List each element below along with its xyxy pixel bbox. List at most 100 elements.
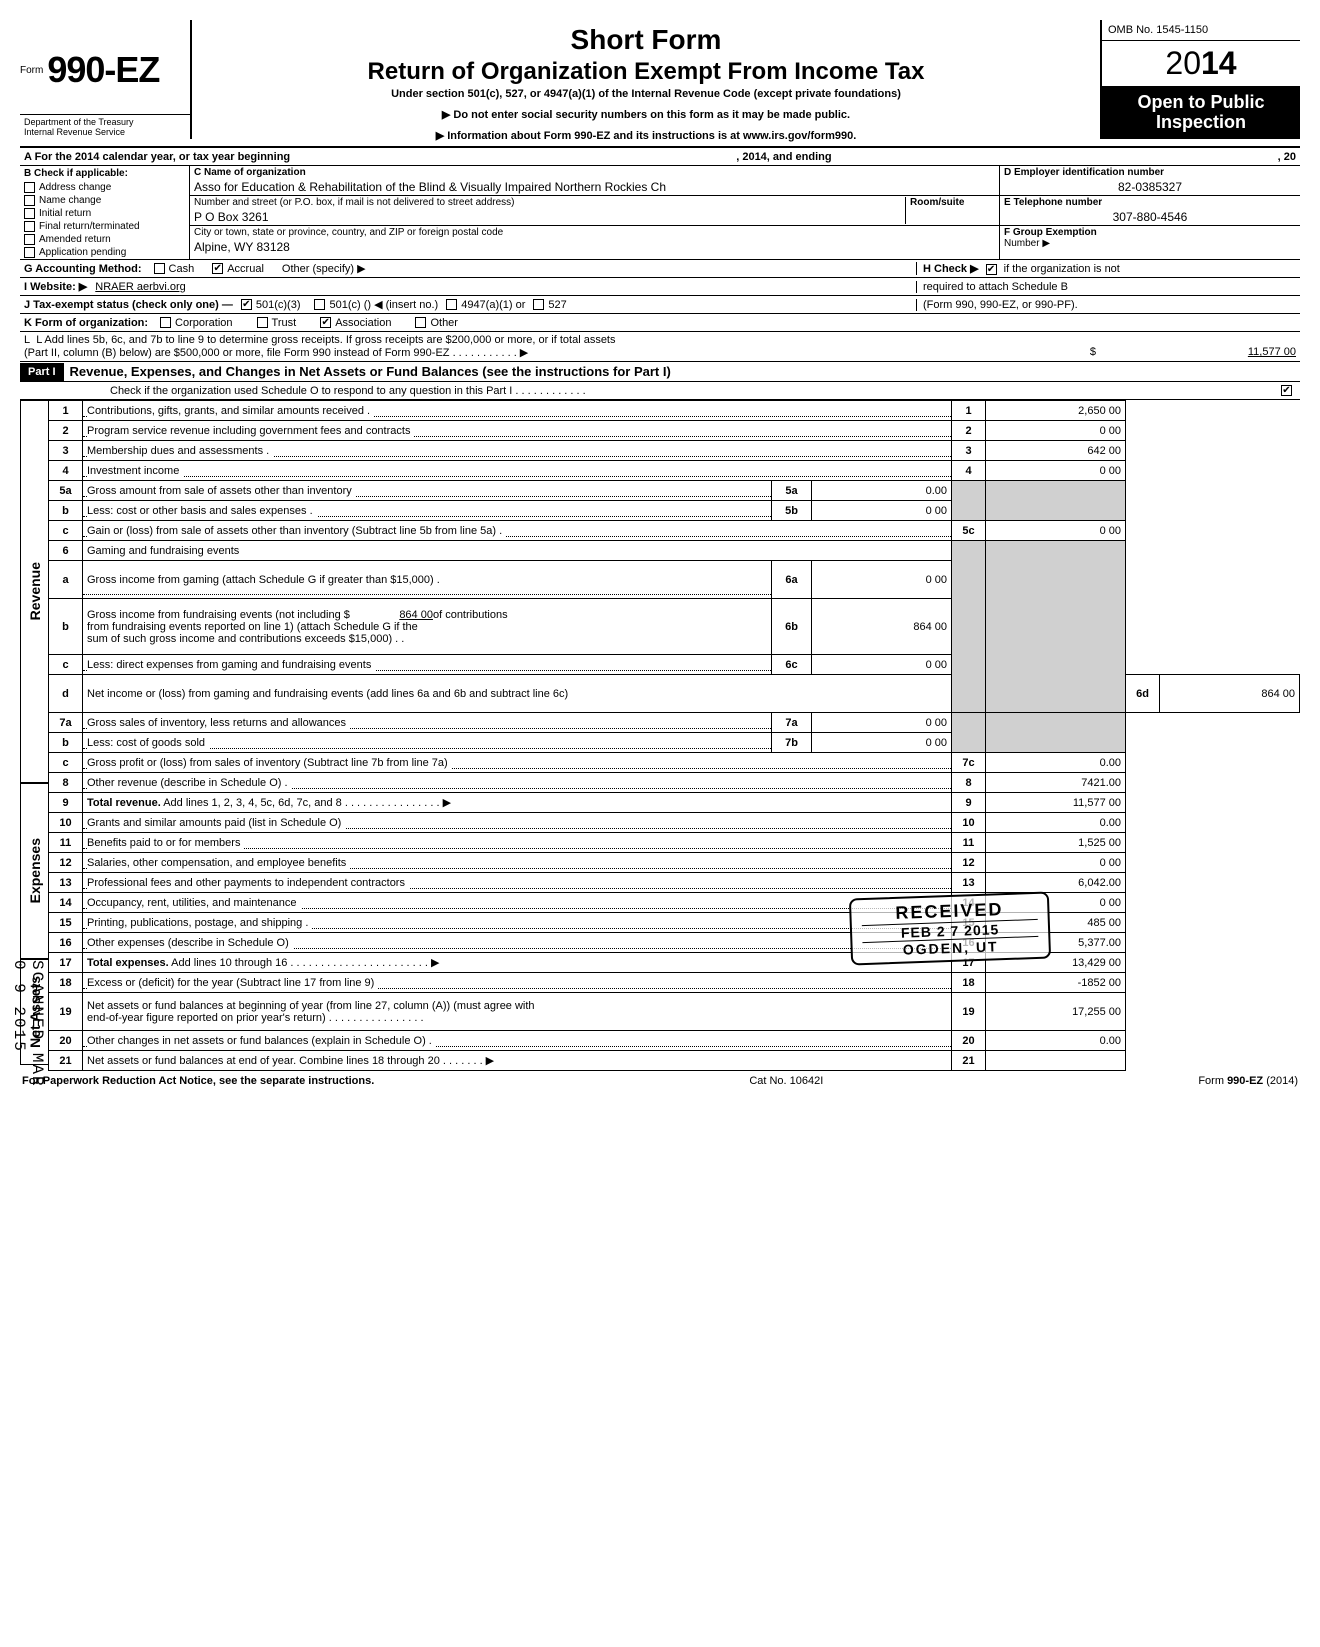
- H-label: H Check ▶: [923, 263, 979, 275]
- j-501c: 501(c) (: [329, 299, 367, 311]
- L-line2: (Part II, column (B) below) are $500,000…: [24, 346, 528, 359]
- line-13: 13Professional fees and other payments t…: [49, 873, 1300, 893]
- k-corp: Corporation: [175, 317, 232, 329]
- org-addr: P O Box 3261: [194, 208, 905, 224]
- L-line1: L Add lines 5b, 6c, and 7b to line 9 to …: [36, 334, 615, 346]
- footer-left: For Paperwork Reduction Act Notice, see …: [22, 1075, 374, 1087]
- year-bold: 14: [1201, 45, 1237, 81]
- col-DEF: D Employer identification number82-03853…: [1000, 166, 1300, 259]
- chk-501c[interactable]: [314, 299, 325, 310]
- line-1: 1Contributions, gifts, grants, and simil…: [49, 401, 1300, 421]
- dept-treasury: Department of the Treasury Internal Reve…: [20, 115, 190, 139]
- line-18: 18Excess or (deficit) for the year (Subt…: [49, 973, 1300, 993]
- col-C: C Name of organizationAsso for Education…: [190, 166, 1000, 259]
- lines-table: 1Contributions, gifts, grants, and simil…: [48, 400, 1300, 1071]
- footer-mid: Cat No. 10642I: [749, 1075, 823, 1087]
- part1-label: Part I: [20, 363, 64, 381]
- rowA-end: , 20: [1278, 151, 1296, 163]
- chk-schedO[interactable]: ✔: [1281, 385, 1292, 396]
- rowA-mid: , 2014, and ending: [736, 151, 831, 163]
- short-form: Short Form: [198, 24, 1094, 56]
- chk-final[interactable]: Final return/terminated: [20, 220, 189, 233]
- dept2: Internal Revenue Service: [24, 127, 186, 137]
- org-city: Alpine, WY 83128: [194, 238, 995, 254]
- line-16: 16Other expenses (describe in Schedule O…: [49, 933, 1300, 953]
- header-right: OMB No. 1545-1150 2014 Open to Public In…: [1100, 20, 1300, 139]
- cash-label: Cash: [169, 263, 195, 275]
- lines-block: Revenue Expenses Net Assets 1Contributio…: [20, 400, 1300, 1071]
- line-5a: 5aGross amount from sale of assets other…: [49, 481, 1300, 501]
- accrual-label: Accrual: [227, 263, 264, 275]
- chk-corp[interactable]: [160, 317, 171, 328]
- arrow2: ▶ Information about Form 990-EZ and its …: [198, 129, 1094, 142]
- H-text4: (Form 990, 990-EZ, or 990-PF).: [916, 299, 1296, 311]
- j-501c3: 501(c)(3): [256, 299, 301, 311]
- part1-title: Revenue, Expenses, and Changes in Net As…: [64, 362, 1300, 381]
- chk-initial[interactable]: Initial return: [20, 207, 189, 220]
- other-label: Other (specify) ▶: [282, 262, 366, 275]
- line-15: 15Printing, publications, postage, and s…: [49, 913, 1300, 933]
- form-page: Form 990-EZ Department of the Treasury I…: [20, 20, 1300, 1091]
- line-7a: 7aGross sales of inventory, less returns…: [49, 713, 1300, 733]
- row-J: J Tax-exempt status (check only one) — ✔…: [20, 296, 1300, 314]
- line-5c: cGain or (loss) from sale of assets othe…: [49, 521, 1300, 541]
- B-header: B Check if applicable:: [20, 166, 189, 181]
- chk-amended[interactable]: Amended return: [20, 233, 189, 246]
- row-L: L L Add lines 5b, 6c, and 7b to line 9 t…: [20, 332, 1300, 362]
- chk-501c3[interactable]: ✔: [241, 299, 252, 310]
- room-label: Room/suite: [910, 197, 964, 208]
- row-I: I Website: ▶ NRAER aerbvi.org required t…: [20, 278, 1300, 296]
- J-label: J Tax-exempt status (check only one) —: [24, 299, 233, 311]
- line-17: 17Total expenses. Add lines 10 through 1…: [49, 953, 1300, 973]
- H-text2: if the organization is not: [1004, 263, 1120, 275]
- footer-right: Form 990-EZ (2014): [1198, 1075, 1298, 1087]
- chk-H[interactable]: ✔: [986, 264, 997, 275]
- C-label: C Name of organization: [194, 167, 306, 178]
- dept1: Department of the Treasury: [24, 117, 186, 127]
- k-assoc: Association: [335, 317, 391, 329]
- subtitle: Under section 501(c), 527, or 4947(a)(1)…: [198, 88, 1094, 100]
- part1-header: Part I Revenue, Expenses, and Changes in…: [20, 362, 1300, 382]
- line-4: 4Investment income40 00: [49, 461, 1300, 481]
- chk-name-label: Name change: [39, 195, 101, 206]
- header: Form 990-EZ Department of the Treasury I…: [20, 20, 1300, 148]
- H-text3: required to attach Schedule B: [916, 281, 1296, 293]
- line-19: 19Net assets or fund balances at beginni…: [49, 993, 1300, 1031]
- chk-address[interactable]: Address change: [20, 181, 189, 194]
- title-block: Short Form Return of Organization Exempt…: [192, 20, 1100, 146]
- line-14: 14Occupancy, rent, utilities, and mainte…: [49, 893, 1300, 913]
- chk-assoc[interactable]: ✔: [320, 317, 331, 328]
- chk-name[interactable]: Name change: [20, 194, 189, 207]
- line-2: 2Program service revenue including gover…: [49, 421, 1300, 441]
- row-A: A For the 2014 calendar year, or tax yea…: [20, 148, 1300, 166]
- j-4947: 4947(a)(1) or: [461, 299, 525, 311]
- line-8: 8Other revenue (describe in Schedule O) …: [49, 773, 1300, 793]
- chk-amended-label: Amended return: [39, 234, 111, 245]
- omb: OMB No. 1545-1150: [1102, 20, 1300, 41]
- G-label: G Accounting Method:: [24, 263, 142, 275]
- chk-accrual[interactable]: ✔: [212, 263, 223, 274]
- j-insert: ) ◀ (insert no.): [367, 298, 438, 311]
- part1-check: Check if the organization used Schedule …: [20, 382, 1300, 400]
- chk-app-pending[interactable]: Application pending: [20, 246, 189, 259]
- form-number: 990-EZ: [47, 49, 159, 91]
- chk-trust[interactable]: [257, 317, 268, 328]
- chk-cash[interactable]: [154, 263, 165, 274]
- chk-527[interactable]: [533, 299, 544, 310]
- line-7c: cGross profit or (loss) from sales of in…: [49, 753, 1300, 773]
- main-title: Return of Organization Exempt From Incom…: [198, 58, 1094, 86]
- E-label: E Telephone number: [1004, 197, 1102, 208]
- section-BCDEF: B Check if applicable: Address change Na…: [20, 166, 1300, 260]
- D-label: D Employer identification number: [1004, 167, 1164, 178]
- form-word: Form: [20, 65, 43, 76]
- line-10: 10Grants and similar amounts paid (list …: [49, 813, 1300, 833]
- chk-other[interactable]: [415, 317, 426, 328]
- year: 2014: [1165, 45, 1236, 81]
- scanned-stamp: SCANNED MAR 0 9 2015: [10, 960, 46, 1091]
- k-other: Other: [430, 317, 458, 329]
- ein: 82-0385327: [1004, 178, 1296, 194]
- K-label: K Form of organization:: [24, 317, 148, 329]
- open1: Open to Public: [1104, 93, 1298, 113]
- chk-4947[interactable]: [446, 299, 457, 310]
- line-3: 3Membership dues and assessments .3642 0…: [49, 441, 1300, 461]
